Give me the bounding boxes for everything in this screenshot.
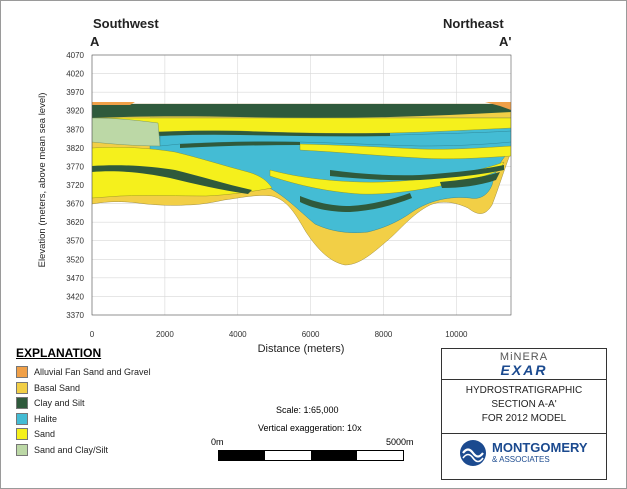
divider xyxy=(442,379,606,380)
clay-silt-unit-d xyxy=(330,165,504,181)
legend-item: Alluvial Fan Sand and Gravel xyxy=(16,366,151,378)
x-axis-label: Distance (meters) xyxy=(258,343,345,355)
legend-swatch xyxy=(16,443,28,456)
clay-silt-unit-b xyxy=(180,141,300,148)
legend-swatch xyxy=(16,428,28,440)
southwest-label: Southwest xyxy=(93,16,159,31)
company-subtitle: & ASSOCIATES xyxy=(492,455,550,464)
scale-bar xyxy=(218,450,404,461)
legend-item: Basal Sand xyxy=(16,381,81,394)
clay-silt-unit-e xyxy=(300,193,412,212)
title-line-3: FOR 2012 MODEL xyxy=(481,413,567,424)
y-tick-label: 3420 xyxy=(66,292,84,301)
y-tick-label: 3720 xyxy=(66,181,84,190)
legend-label: Alluvial Fan Sand and Gravel xyxy=(34,367,151,377)
x-tick-label: 6000 xyxy=(302,330,320,339)
clay-silt-unit-a xyxy=(92,130,390,140)
legend-label: Clay and Silt xyxy=(34,398,85,408)
sand-clay-silt-unit xyxy=(92,117,161,147)
legend-item: Halite xyxy=(16,412,58,425)
scale-bar-start: 0m xyxy=(211,437,224,447)
clay-silt-unit-c xyxy=(92,165,252,194)
y-tick-label: 4070 xyxy=(66,51,84,60)
y-tick-label: 3870 xyxy=(66,125,84,134)
x-tick-label: 0 xyxy=(90,330,95,339)
y-tick-label: 3520 xyxy=(66,255,84,264)
y-tick-label: 3570 xyxy=(66,237,84,246)
x-tick-labels: 0 2000 4000 6000 8000 10000 xyxy=(90,330,468,339)
explanation-title: EXPLANATION xyxy=(16,346,102,360)
title-line-2: SECTION A-A' xyxy=(491,399,557,410)
stratigraphy xyxy=(92,102,511,266)
y-tick-label: 4020 xyxy=(66,70,84,79)
y-axis-label: Elevation (meters, above mean sea level) xyxy=(37,93,48,268)
y-tick-label: 3770 xyxy=(66,162,84,171)
sand-unit-right xyxy=(299,143,511,160)
x-tick-label: 10000 xyxy=(445,330,468,339)
alluvial-fan-unit-left xyxy=(92,102,135,105)
y-tick-label: 3820 xyxy=(66,144,84,153)
y-tick-label: 3970 xyxy=(66,88,84,97)
y-tick-label: 3670 xyxy=(66,200,84,209)
legend-swatch xyxy=(16,412,28,425)
company-logo-top: MiNERA xyxy=(499,351,549,363)
clay-silt-unit-f xyxy=(440,172,500,188)
company-logo-bottom: EXAR xyxy=(500,362,548,378)
legend-swatch xyxy=(16,397,28,409)
northeast-label: Northeast xyxy=(443,16,504,31)
sand-unit-mid xyxy=(269,161,505,195)
x-tick-label: 2000 xyxy=(156,330,174,339)
scale-bar-end: 5000m xyxy=(386,437,414,447)
company-name: MONTGOMERY xyxy=(492,440,588,455)
y-tick-label: 3370 xyxy=(66,311,84,320)
divider xyxy=(442,433,606,434)
clay-silt-unit-top xyxy=(92,104,511,118)
section-end-label: A' xyxy=(499,34,512,49)
vertical-exaggeration-text: Vertical exaggeration: 10x xyxy=(258,423,362,433)
legend-swatch xyxy=(16,366,28,378)
montgomery-logo-icon xyxy=(460,440,486,466)
legend-label: Sand and Clay/Silt xyxy=(34,444,109,455)
alluvial-fan-unit-right xyxy=(485,102,511,110)
plot-border xyxy=(91,54,512,316)
section-start-label: A xyxy=(90,34,100,49)
title-line-1: HYDROSTRATIGRAPHIC xyxy=(465,385,583,396)
legend-label: Sand xyxy=(34,429,56,439)
y-tick-label: 3470 xyxy=(66,274,84,283)
legend-item: Sand xyxy=(16,428,55,440)
legend-swatch xyxy=(16,381,28,394)
legend-item: Sand and Clay/Silt xyxy=(16,443,109,456)
x-tick-label: 4000 xyxy=(229,330,247,339)
legend-item: Clay and Silt xyxy=(16,397,85,409)
y-tick-labels: 4070 4020 3970 3920 3870 3820 3770 3720 3670 3620… xyxy=(66,51,84,320)
scale-text: Scale: 1:65,000 xyxy=(276,405,339,415)
title-block: MiNERA EXAR HYDROSTRATIGRAPHIC SECTION A… xyxy=(441,348,607,480)
legend-label: Halite xyxy=(34,413,58,424)
y-tick-label: 3620 xyxy=(66,218,84,227)
y-tick-label: 3920 xyxy=(66,107,84,116)
legend-label: Basal Sand xyxy=(34,382,81,393)
x-tick-label: 8000 xyxy=(375,330,393,339)
